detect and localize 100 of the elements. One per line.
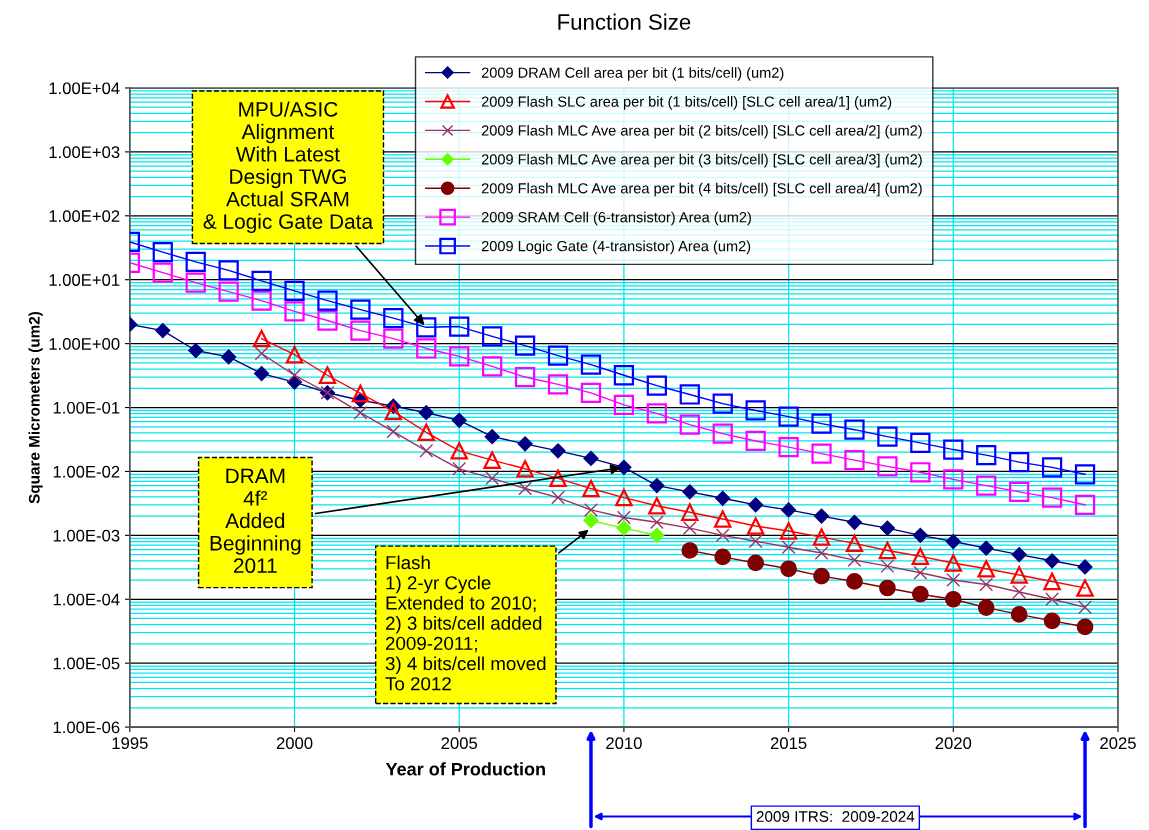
point: [1044, 553, 1060, 569]
point: [682, 484, 698, 500]
point: [318, 366, 337, 384]
point: [879, 520, 895, 536]
point: [615, 488, 633, 507]
point: [943, 469, 964, 490]
point: [251, 290, 272, 311]
point: [218, 260, 239, 281]
point: [386, 424, 401, 439]
point: [547, 345, 569, 366]
point: [649, 527, 665, 543]
x-tick-label: 2020: [935, 737, 972, 750]
point: [351, 384, 370, 403]
point: [484, 429, 500, 445]
point: [583, 450, 599, 466]
point: [514, 335, 536, 356]
point: [944, 590, 962, 608]
point: [514, 366, 536, 388]
point: [682, 521, 697, 536]
point: [811, 443, 832, 464]
point: [813, 508, 830, 524]
x-tick-label: 2025: [1100, 737, 1136, 750]
point: [946, 573, 961, 587]
point: [778, 406, 799, 427]
point: [648, 497, 666, 515]
point: [877, 426, 898, 447]
point: [583, 513, 599, 529]
point: [1041, 487, 1063, 508]
point: [1043, 572, 1061, 591]
y-tick-label: 1.00E+04: [49, 82, 120, 95]
point: [649, 478, 665, 494]
point: [419, 443, 434, 458]
point: [715, 528, 730, 543]
point: [679, 384, 700, 405]
point: [482, 326, 503, 347]
point: [1041, 457, 1063, 478]
point: [1076, 579, 1094, 597]
point: [416, 338, 437, 359]
point: [353, 405, 368, 420]
y-axis-title: Square Micrometers (um2): [28, 311, 43, 504]
y-tick-label: 1.00E+03: [49, 146, 120, 159]
point: [584, 502, 598, 517]
point: [880, 559, 895, 574]
legend-label: 2009 DRAM Cell area per bit (1 bits/cell) (um2): [481, 67, 784, 81]
y-tick-label: 1.00E-01: [53, 401, 120, 414]
point: [746, 517, 765, 535]
x-tick-label: 2000: [276, 737, 313, 750]
point: [350, 320, 371, 341]
point: [518, 481, 533, 496]
point: [616, 510, 631, 525]
point: [221, 349, 237, 365]
legend-label: 2009 SRAM Cell (6-transistor) Area (um2): [481, 211, 751, 226]
point: [910, 432, 931, 453]
point: [780, 560, 797, 578]
point: [781, 502, 797, 518]
point: [1078, 600, 1092, 615]
point: [547, 374, 569, 395]
point: [847, 553, 862, 568]
point: [649, 515, 664, 530]
point: [450, 442, 468, 460]
point: [582, 479, 600, 498]
point: [811, 413, 832, 434]
point: [979, 577, 994, 592]
point: [712, 423, 733, 444]
point: [943, 439, 964, 460]
point: [976, 444, 997, 466]
point: [550, 443, 566, 459]
point: [778, 437, 799, 458]
y-tick-label: 1.00E-05: [53, 657, 120, 670]
point: [580, 354, 602, 375]
point: [384, 402, 403, 421]
point: [715, 490, 731, 506]
point: [913, 565, 928, 580]
point: [284, 301, 305, 322]
point: [285, 345, 304, 364]
point: [977, 560, 995, 578]
x-tick-label: 2010: [606, 737, 642, 750]
point: [681, 542, 699, 559]
point: [317, 310, 338, 331]
point: [879, 579, 896, 597]
annotation: DRAM 4f² Added Beginning 2011: [210, 468, 301, 574]
legend-label: 2009 Logic Gate (4-transistor) Area (um2): [481, 240, 751, 255]
point: [1045, 592, 1060, 607]
point: [155, 323, 171, 339]
point: [712, 393, 733, 414]
point: [978, 540, 994, 556]
point: [747, 554, 764, 572]
point: [713, 510, 732, 528]
point: [813, 567, 830, 585]
point: [185, 251, 206, 273]
point: [779, 522, 798, 540]
point: [517, 436, 533, 452]
point: [616, 459, 632, 475]
point: [844, 419, 865, 440]
y-tick-label: 1.00E+02: [49, 210, 120, 222]
legend-label: 2009 Flash MLC Ave area per bit (2 bits/cell) [SLC cell area/2] (um2): [481, 124, 922, 139]
point: [254, 346, 269, 361]
point: [912, 527, 928, 543]
point: [846, 514, 863, 530]
point: [254, 365, 270, 382]
